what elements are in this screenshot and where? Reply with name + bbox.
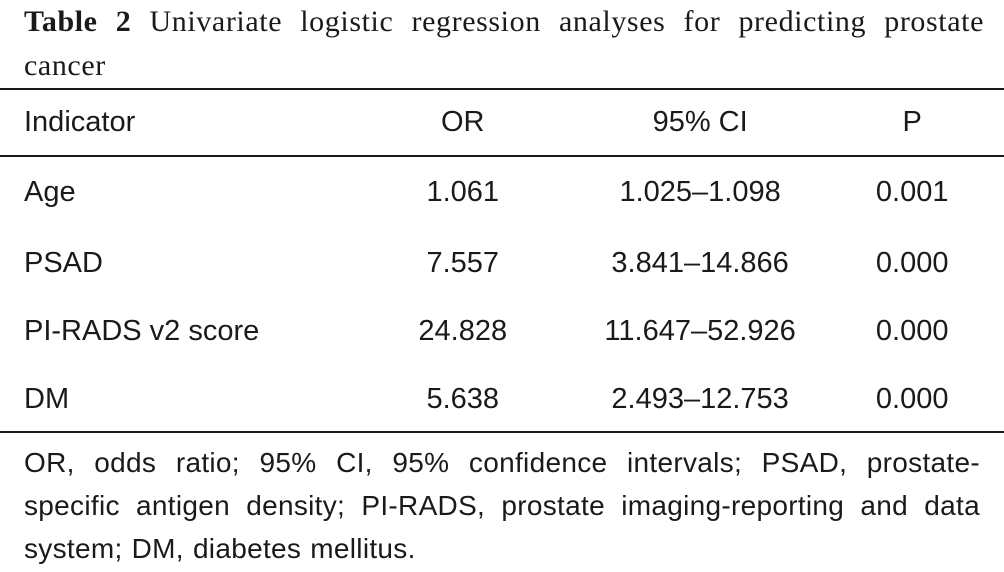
table-caption-label: Table 2 bbox=[24, 5, 132, 38]
header-p: P bbox=[902, 106, 922, 138]
cell-ci: 11.647–52.926 bbox=[604, 314, 796, 347]
cell-p: 0.000 bbox=[875, 314, 949, 347]
header-indicator: Indicator bbox=[24, 106, 136, 138]
regression-table: Indicator OR 95% CI P Age 1.061 1.025–1.… bbox=[0, 90, 1004, 433]
table-row: DM 5.638 2.493–12.753 0.000 bbox=[0, 365, 1004, 433]
table-row: PI-RADS v2 score 24.828 11.647–52.926 0.… bbox=[0, 297, 1004, 365]
cell-or: 5.638 bbox=[426, 382, 500, 415]
cell-indicator: PI-RADS v2 score bbox=[24, 314, 260, 347]
cell-or: 7.557 bbox=[426, 246, 500, 279]
table-footnote: OR, odds ratio; 95% CI, 95% confidence i… bbox=[24, 447, 980, 564]
cell-ci: 1.025–1.098 bbox=[619, 175, 781, 208]
cell-ci: 3.841–14.866 bbox=[611, 246, 789, 279]
cell-p: 0.000 bbox=[875, 382, 949, 415]
cell-indicator: Age bbox=[24, 175, 76, 208]
cell-indicator: PSAD bbox=[24, 246, 103, 279]
cell-p: 0.000 bbox=[875, 246, 949, 279]
cell-or: 24.828 bbox=[418, 314, 508, 347]
header-or: OR bbox=[441, 106, 485, 138]
table-bottom-rule bbox=[0, 431, 1004, 433]
table-header-rule bbox=[0, 155, 1004, 157]
table-caption-text: Univariate logistic regression analyses … bbox=[24, 5, 984, 82]
cell-ci: 2.493–12.753 bbox=[611, 382, 789, 415]
cell-indicator: DM bbox=[24, 382, 70, 415]
cell-p: 0.001 bbox=[875, 175, 949, 208]
header-ci: 95% CI bbox=[652, 106, 748, 138]
table-caption: Table 2 Univariate logistic regression a… bbox=[24, 0, 984, 88]
table-body: Age 1.061 1.025–1.098 0.001 PSAD 7.557 3… bbox=[0, 155, 1004, 433]
table-header: Indicator OR 95% CI P bbox=[0, 90, 1004, 155]
table-top-rule bbox=[0, 88, 1004, 90]
table-row: Age 1.061 1.025–1.098 0.001 bbox=[0, 155, 1004, 229]
cell-or: 1.061 bbox=[426, 175, 500, 208]
header-row: Indicator OR 95% CI P bbox=[0, 90, 1004, 155]
table-row: PSAD 7.557 3.841–14.866 0.000 bbox=[0, 229, 1004, 297]
